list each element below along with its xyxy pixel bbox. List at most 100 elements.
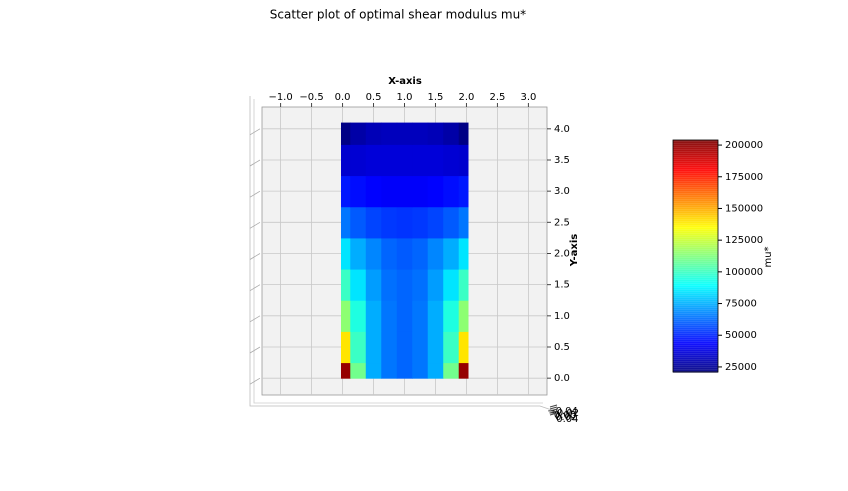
- scatter-point: [396, 362, 413, 379]
- scatter-point: [412, 144, 429, 177]
- scatter-point: [381, 144, 398, 177]
- colorbar-slice: [673, 196, 718, 199]
- scatter-point: [427, 206, 444, 239]
- scatter-point: [365, 122, 382, 145]
- x-tick-label: 0.0: [335, 92, 351, 103]
- colorbar-slice: [673, 266, 718, 269]
- colorbar-slice: [673, 346, 718, 349]
- colorbar-slice: [673, 248, 718, 251]
- colorbar-tick-label: 150000: [725, 203, 763, 214]
- colorbar-slice: [673, 334, 718, 337]
- z-tick-label: −0.04: [547, 406, 578, 417]
- colorbar-slice: [673, 188, 718, 191]
- colorbar-slice: [673, 144, 718, 147]
- scatter-point: [350, 237, 367, 270]
- z-tick-label: 0.00: [554, 410, 576, 421]
- colorbar-slice: [673, 212, 718, 215]
- colorbar-slice: [673, 254, 718, 257]
- chart-title: Scatter plot of optimal shear modulus mu…: [270, 8, 526, 22]
- scatter-point: [350, 269, 367, 301]
- scatter-point: [458, 206, 469, 239]
- colorbar-slice: [673, 320, 718, 323]
- scatter-point: [396, 206, 413, 239]
- colorbar-slice: [673, 272, 718, 275]
- scatter-point: [365, 144, 382, 177]
- z-tick: [549, 410, 558, 414]
- z-tick-label: 0.02: [555, 412, 577, 423]
- scatter-point: [381, 331, 398, 364]
- scatter-point: [340, 269, 351, 301]
- colorbar-slice: [673, 282, 718, 285]
- colorbar-slice: [673, 284, 718, 287]
- colorbar-slice: [673, 362, 718, 365]
- scatter-point: [443, 331, 460, 364]
- colorbar-slice: [673, 342, 718, 345]
- colorbar-slice: [673, 368, 718, 371]
- colorbar-slice: [673, 162, 718, 165]
- scatter-point: [443, 362, 460, 379]
- pane-edge: [253, 99, 543, 404]
- scatter-point: [458, 122, 469, 145]
- scatter-point: [365, 362, 382, 379]
- colorbar-slice: [673, 158, 718, 161]
- colorbar-slice: [673, 316, 718, 319]
- z-tick: [549, 412, 558, 416]
- y-tick-label: 2.0: [554, 248, 570, 259]
- y-tick-label: 0.0: [554, 373, 570, 384]
- scatter-point: [427, 122, 444, 145]
- colorbar-frame: [672, 139, 719, 373]
- colorbar-slice: [673, 230, 718, 233]
- scatter-point: [365, 300, 382, 332]
- colorbar-slice: [673, 312, 718, 315]
- x-tick-label: 3.0: [520, 92, 536, 103]
- y-tick-label: 2.5: [554, 217, 570, 228]
- colorbar-slice: [673, 190, 718, 193]
- colorbar-slice: [673, 298, 718, 301]
- colorbar-slice: [673, 184, 718, 187]
- scatter-point: [365, 206, 382, 239]
- scatter-point: [340, 362, 351, 379]
- scatter-point: [396, 144, 413, 177]
- scatter-point: [458, 237, 469, 270]
- scatter-point: [427, 237, 444, 270]
- colorbar-slice: [673, 160, 718, 163]
- colorbar-slice: [673, 156, 718, 159]
- pane-side-tick: [249, 284, 261, 292]
- colorbar-slice: [673, 256, 718, 259]
- y-axis-label: Y-axis: [569, 234, 580, 268]
- colorbar-slice: [673, 292, 718, 295]
- scatter-point: [350, 122, 367, 145]
- colorbar-tick-label: 175000: [725, 172, 763, 183]
- colorbar-slice: [673, 274, 718, 277]
- colorbar-slice: [673, 364, 718, 367]
- pane-side-tick: [249, 346, 261, 354]
- scatter-point: [458, 144, 469, 177]
- colorbar-slice: [673, 228, 718, 231]
- scatter-point: [458, 269, 469, 301]
- y-tick-label: 3.0: [554, 186, 570, 197]
- y-tick-label: 1.5: [554, 280, 570, 291]
- scatter-point: [412, 300, 429, 332]
- scatter-point: [350, 331, 367, 364]
- scatter-point: [396, 331, 413, 364]
- colorbar-slice: [673, 170, 718, 173]
- scatter-point: [458, 300, 469, 332]
- colorbar-slice: [673, 354, 718, 357]
- scatter-point: [412, 331, 429, 364]
- scatter-point: [381, 175, 398, 208]
- colorbar-slice: [673, 166, 718, 169]
- colorbar-slice: [673, 366, 718, 369]
- pane-side-tick: [249, 128, 261, 136]
- scatter-point: [427, 269, 444, 301]
- colorbar-slice: [673, 146, 718, 149]
- colorbar-slice: [673, 206, 718, 209]
- scatter-point: [381, 237, 398, 270]
- scatter-point: [365, 175, 382, 208]
- colorbar-slice: [673, 270, 718, 273]
- colorbar-slice: [673, 238, 718, 241]
- colorbar-slice: [673, 296, 718, 299]
- colorbar-slice: [673, 302, 718, 305]
- scatter-point: [443, 144, 460, 177]
- colorbar-slice: [673, 180, 718, 183]
- colorbar-slice: [673, 260, 718, 263]
